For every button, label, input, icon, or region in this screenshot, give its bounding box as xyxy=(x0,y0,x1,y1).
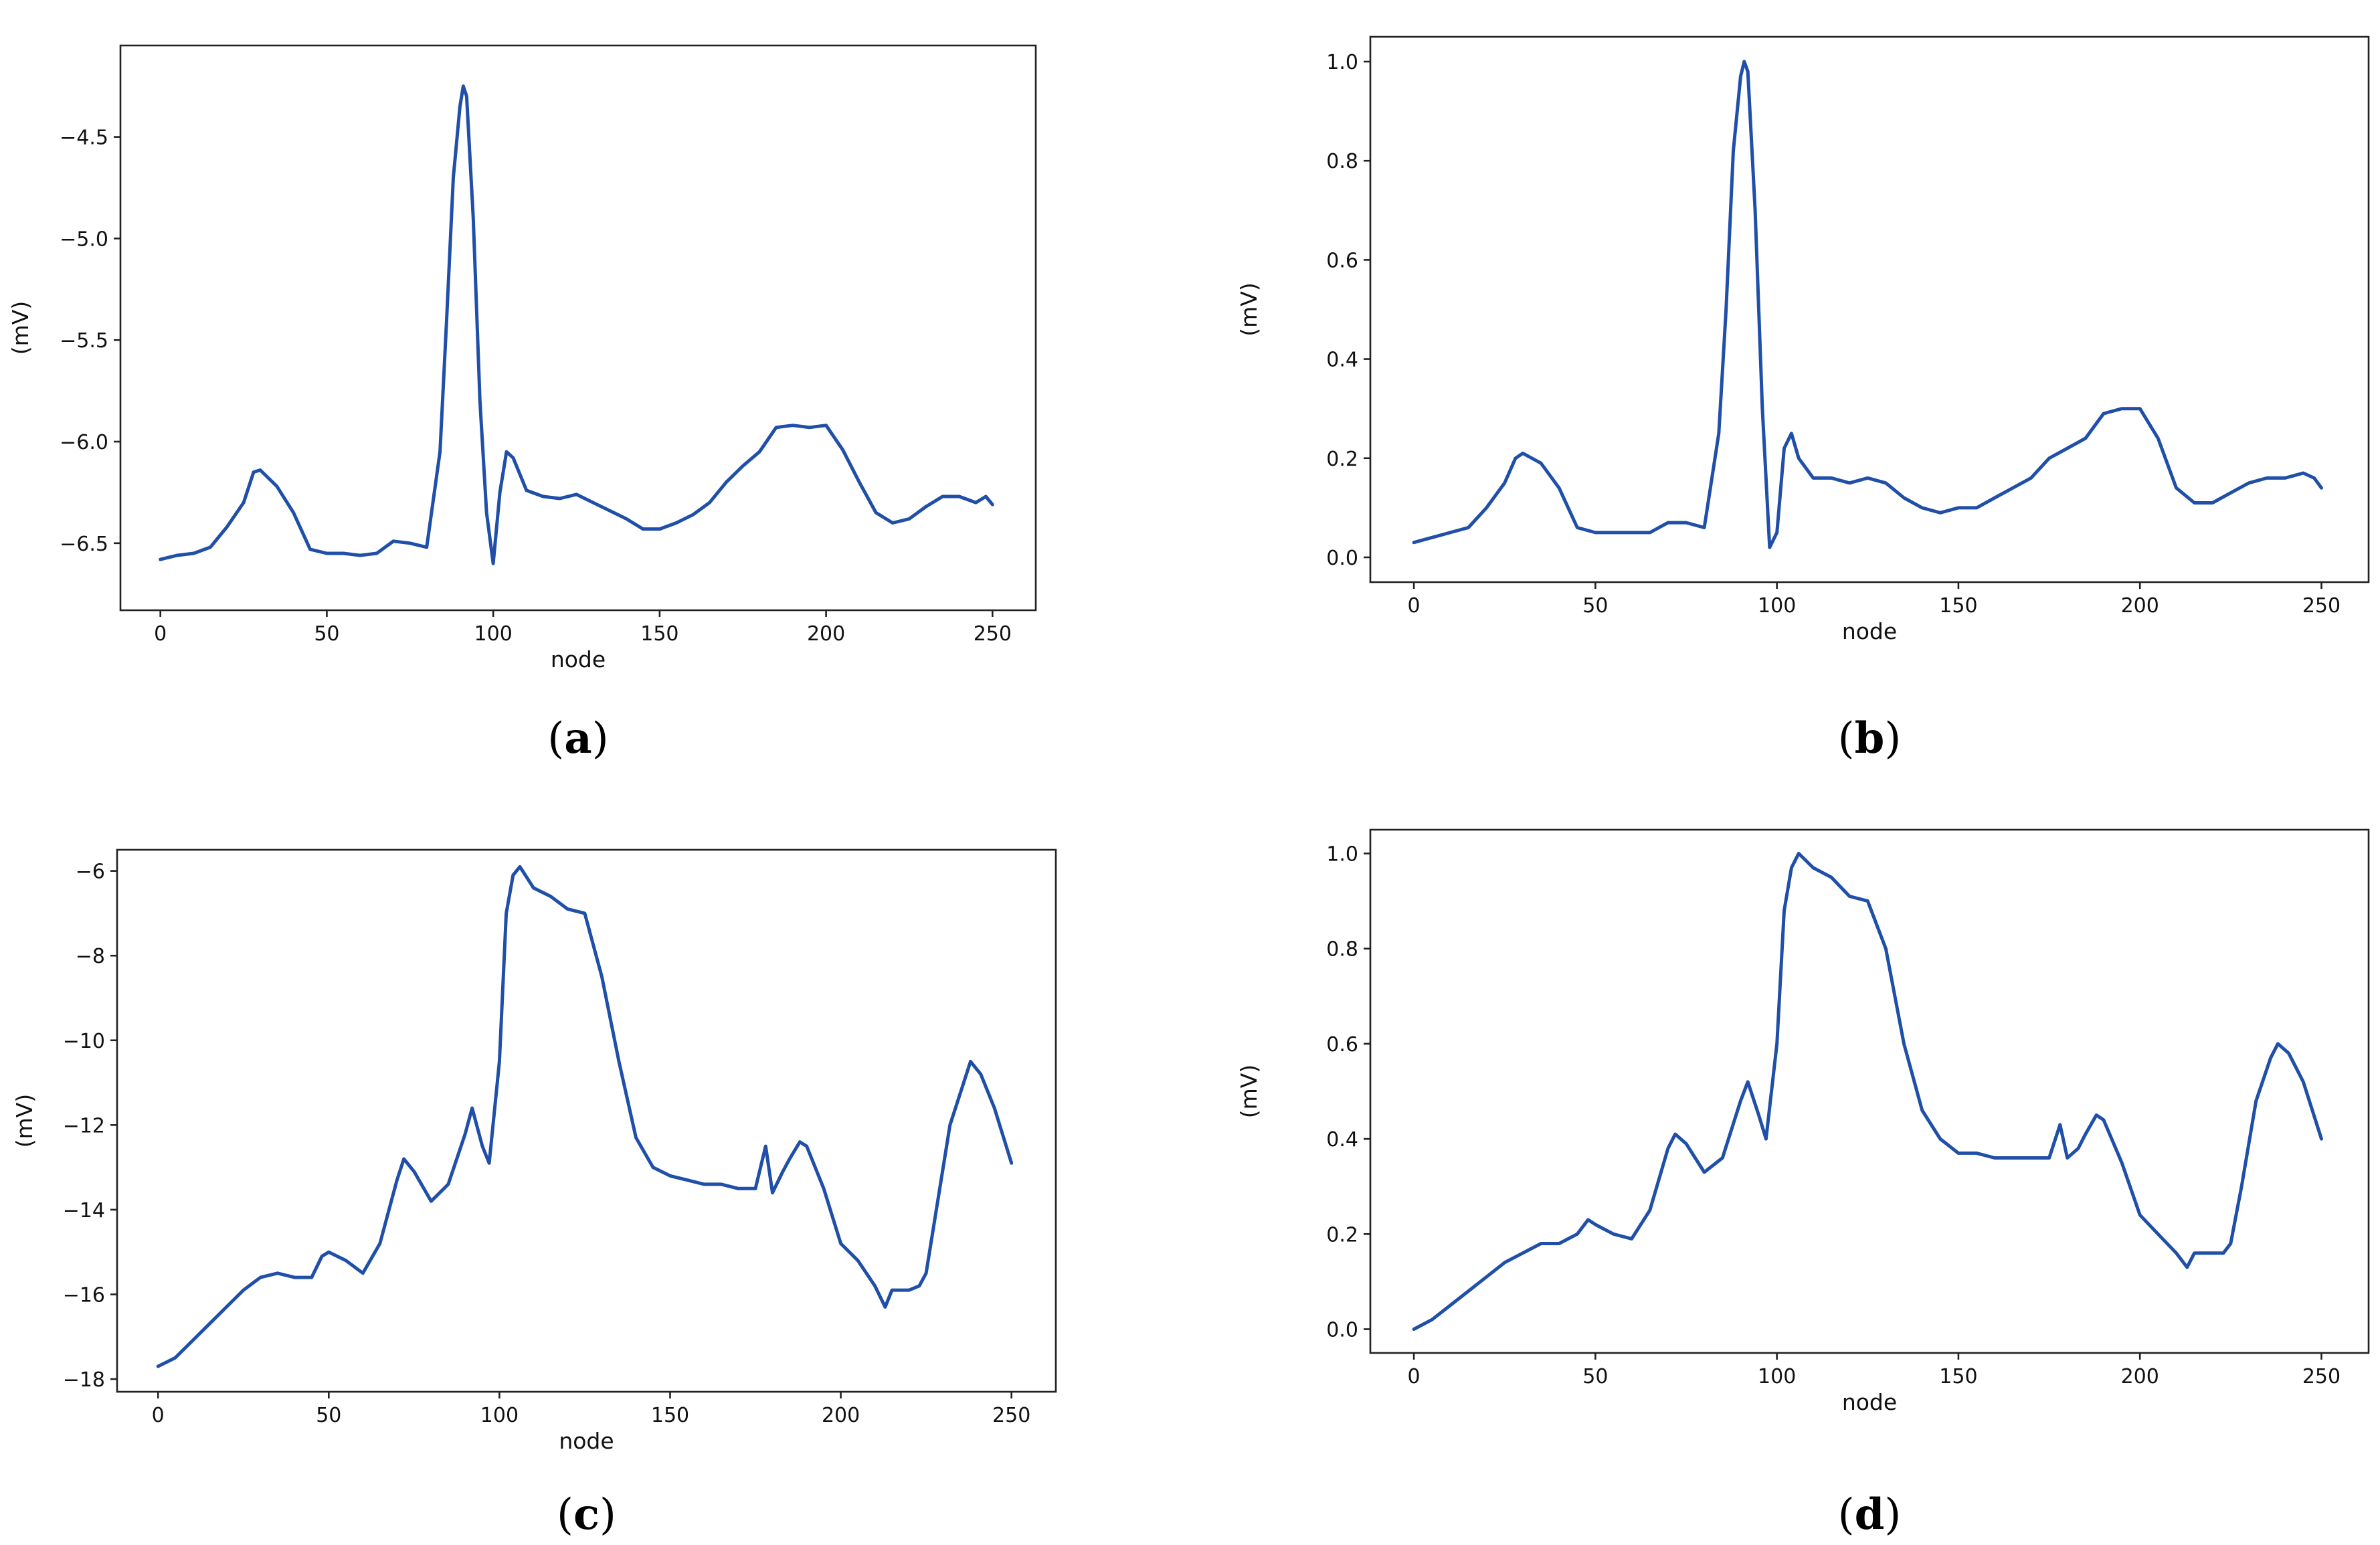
x-tick-label: 250 xyxy=(974,622,1012,646)
x-tick-label: 250 xyxy=(2302,594,2341,618)
y-tick-label: −4.5 xyxy=(60,126,108,150)
x-tick-label: 150 xyxy=(651,1404,689,1427)
x-axis-label: node xyxy=(1842,1389,1897,1415)
x-tick-label: 200 xyxy=(2121,594,2159,618)
caption-close-paren: ) xyxy=(600,1490,616,1540)
y-axis-label: (mV) xyxy=(1236,1065,1262,1118)
panel-caption: (c) xyxy=(557,1489,616,1540)
x-tick-label: 100 xyxy=(480,1404,519,1427)
x-tick-label: 250 xyxy=(2302,1365,2341,1388)
y-tick-label: 0.6 xyxy=(1326,249,1358,272)
x-tick-label: 0 xyxy=(1408,594,1421,618)
series-line-b xyxy=(1412,60,2323,549)
y-tick-label: 0.4 xyxy=(1326,1128,1358,1152)
series-line-d xyxy=(1412,852,2323,1331)
y-tick-label: 0.8 xyxy=(1326,938,1358,962)
x-tick-label: 100 xyxy=(474,622,513,646)
x-tick-label: 150 xyxy=(1939,1365,1977,1388)
caption-letter: d xyxy=(1855,1489,1885,1540)
y-tick-label: 0.6 xyxy=(1326,1033,1358,1057)
y-tick-label: −14 xyxy=(63,1199,105,1222)
y-axis-label: (mV) xyxy=(7,301,33,355)
caption-open-paren: ( xyxy=(1838,714,1855,763)
chart-panel-b: 0 50 100 150 200 250 0.0 0.2 0.4 0.6 0.8 1.0 node (mV… xyxy=(1236,35,2370,763)
caption-open-paren: ( xyxy=(1838,1490,1855,1540)
y-tick-label: −6.5 xyxy=(60,533,108,556)
caption-letter: a xyxy=(564,713,591,763)
y-tick-label: 0.2 xyxy=(1326,448,1358,471)
y-tick-label: 1.0 xyxy=(1326,843,1358,867)
y-tick-label: −5.5 xyxy=(60,329,108,353)
x-tick-label: 50 xyxy=(1582,1365,1608,1388)
x-axis-label: node xyxy=(1842,618,1897,644)
x-tick-label: 200 xyxy=(2121,1365,2159,1388)
panel-caption: (a) xyxy=(547,713,608,763)
y-tick-label: −8 xyxy=(76,945,105,968)
x-tick-label: 0 xyxy=(154,622,167,646)
caption-close-paren: ) xyxy=(1884,1490,1901,1540)
x-axis-label: node xyxy=(551,646,606,672)
series-line-a xyxy=(159,84,994,565)
y-tick-label: −6 xyxy=(76,860,105,884)
y-tick-label: 0.2 xyxy=(1326,1223,1358,1247)
plot-frame xyxy=(1369,35,2370,583)
y-axis-label: (mV) xyxy=(1236,282,1262,336)
y-tick-label: −6.0 xyxy=(60,431,108,454)
chart-panel-c: 0 50 100 150 200 250 −18 −16 −14 −12 −10 −8 −6 node (m… xyxy=(11,848,1057,1540)
y-tick-label: −10 xyxy=(63,1030,105,1053)
x-tick-label: 100 xyxy=(1758,1365,1796,1388)
caption-letter: c xyxy=(573,1489,600,1540)
caption-letter: b xyxy=(1855,713,1885,763)
y-tick-label: −18 xyxy=(63,1368,105,1392)
x-tick-label: 150 xyxy=(1939,594,1977,618)
caption-close-paren: ) xyxy=(592,714,609,763)
x-tick-label: 250 xyxy=(992,1404,1030,1427)
plot-frame xyxy=(116,848,1057,1393)
chart-panel-a: 0 50 100 150 200 250 −6.5 −6.0 −5.5 −5.0 −4.5 node (… xyxy=(7,44,1037,763)
x-tick-label: 50 xyxy=(1582,594,1608,618)
caption-open-paren: ( xyxy=(557,1490,573,1540)
caption-open-paren: ( xyxy=(547,714,564,763)
x-tick-label: 200 xyxy=(807,622,845,646)
panels-group: 0 50 100 150 200 250 −6.5 −6.0 −5.5 −5.0 −4.5 node (… xyxy=(7,35,2370,1540)
x-tick-label: 0 xyxy=(152,1404,165,1427)
x-tick-label: 100 xyxy=(1758,594,1796,618)
x-tick-label: 50 xyxy=(314,622,339,646)
y-tick-label: 0.0 xyxy=(1326,547,1358,570)
panel-caption: (d) xyxy=(1838,1489,1902,1540)
x-tick-label: 150 xyxy=(640,622,678,646)
caption-close-paren: ) xyxy=(1884,714,1901,763)
y-tick-label: 0.0 xyxy=(1326,1318,1358,1342)
plot-frame xyxy=(119,44,1037,612)
series-line-c xyxy=(156,865,1014,1368)
x-tick-label: 50 xyxy=(316,1404,341,1427)
y-tick-label: −16 xyxy=(63,1283,105,1307)
panel-caption: (b) xyxy=(1838,713,1902,763)
y-tick-label: −5.0 xyxy=(60,228,108,251)
x-tick-label: 200 xyxy=(822,1404,860,1427)
y-axis-label: (mV) xyxy=(11,1094,37,1148)
plot-frame xyxy=(1369,828,2370,1354)
y-tick-label: 0.8 xyxy=(1326,150,1358,173)
y-tick-label: −12 xyxy=(63,1114,105,1138)
y-tick-label: 1.0 xyxy=(1326,51,1358,74)
chart-panel-d: 0 50 100 150 200 250 0.0 0.2 0.4 0.6 0.8 1.0 node (mV… xyxy=(1236,828,2370,1540)
y-tick-label: 0.4 xyxy=(1326,349,1358,372)
x-tick-label: 0 xyxy=(1408,1365,1421,1388)
x-axis-label: node xyxy=(559,1428,614,1454)
